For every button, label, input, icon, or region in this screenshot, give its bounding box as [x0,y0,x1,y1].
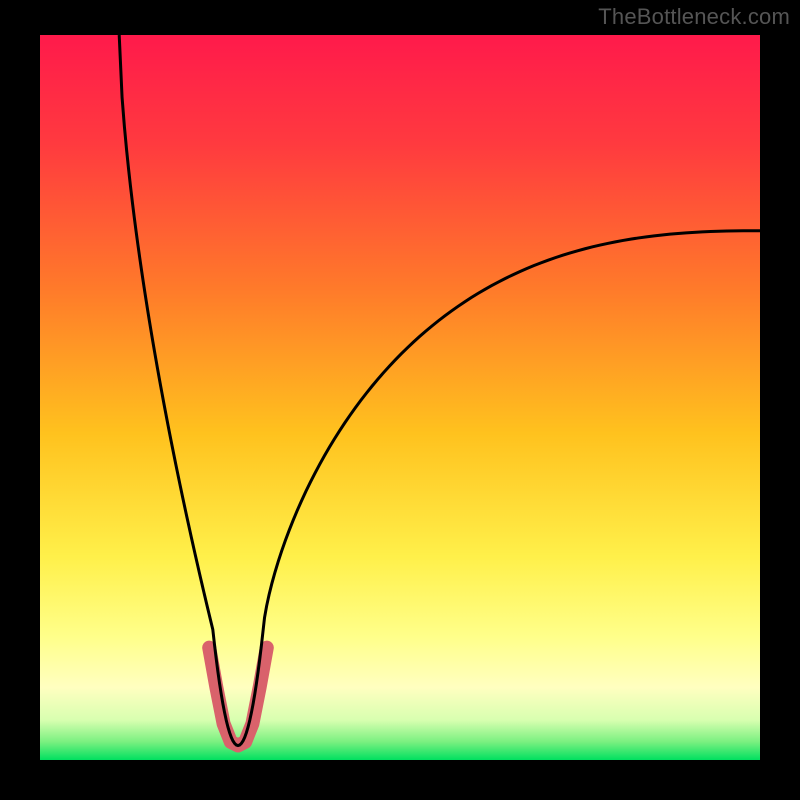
plot-gradient-background [40,35,760,760]
watermark-text: TheBottleneck.com [598,4,790,30]
bottleneck-chart [0,0,800,800]
